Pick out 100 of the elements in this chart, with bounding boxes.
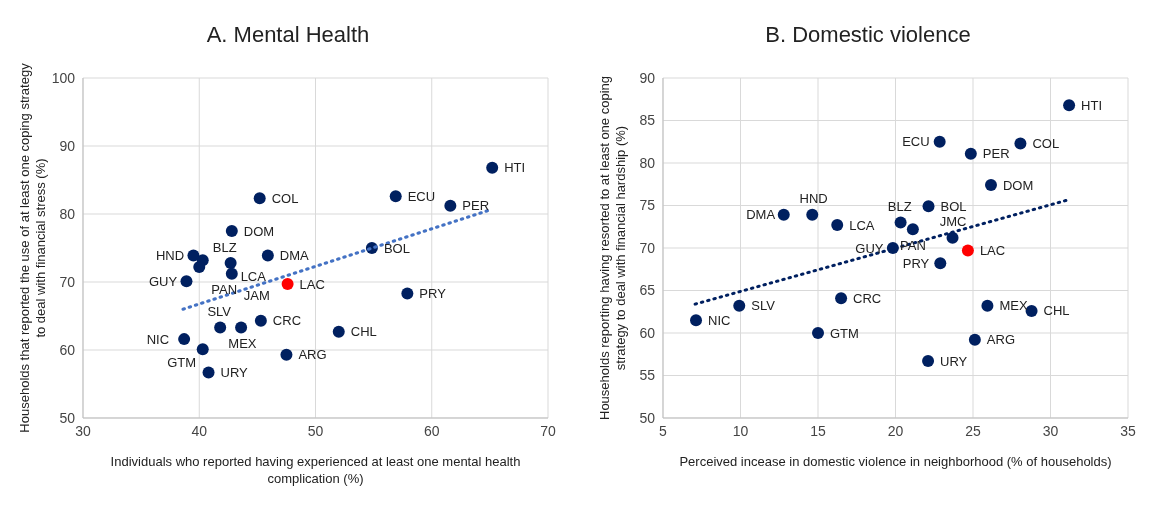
data-label: CHL: [1043, 303, 1070, 319]
data-label: COL: [1032, 136, 1060, 151]
data-label: COL: [271, 190, 299, 206]
data-label: NIC: [708, 312, 731, 328]
data-label: JMC: [939, 214, 967, 230]
y-tick-label: 50: [59, 409, 76, 426]
point: [1063, 99, 1076, 112]
y-tick-label: 90: [59, 137, 76, 154]
data-label: BLZ: [212, 239, 237, 255]
point: [214, 321, 227, 334]
data-label: HTI: [1081, 97, 1103, 113]
point: [806, 208, 819, 221]
x-tick-label: 70: [540, 422, 556, 439]
data-label: GUY: [148, 273, 178, 289]
point: [981, 299, 994, 312]
data-label: ARG: [986, 332, 1016, 348]
point: [280, 348, 293, 361]
y-tick-label: 55: [639, 367, 656, 384]
x-tick-label: 30: [1042, 422, 1059, 439]
point: [1014, 137, 1027, 150]
y-tick-label: 50: [639, 409, 656, 426]
point: [193, 261, 206, 274]
data-label: GTM: [167, 354, 197, 370]
point: [332, 325, 345, 338]
x-tick-label: 15: [810, 422, 826, 439]
point: [261, 249, 274, 262]
point: [1025, 304, 1038, 317]
y-tick-label: 100: [51, 69, 76, 86]
y-tick-label: 65: [639, 282, 656, 299]
data-label: CRC: [853, 290, 882, 306]
data-label: DOM: [1002, 177, 1034, 193]
x-tick-label: 20: [887, 422, 904, 439]
data-label: PAN: [211, 281, 238, 297]
x-tick-label: 25: [965, 422, 981, 439]
x-tick-label: 50: [307, 422, 324, 439]
data-label: DOM: [243, 223, 275, 239]
data-label: CHL: [350, 324, 377, 340]
point: [180, 275, 193, 288]
x-tick-label: 30: [75, 422, 91, 439]
point: [733, 299, 746, 312]
data-label: PRY: [902, 255, 930, 271]
point: [933, 135, 946, 148]
point: [690, 314, 703, 327]
data-label: GUY: [855, 240, 884, 256]
data-label: BOL: [383, 240, 410, 256]
y-tick-label: 75: [639, 197, 656, 214]
point: [235, 321, 248, 334]
point: [812, 327, 824, 339]
y-axis-title: Households that reported the use of at least one coping strategy to deal with financial stress (%): [17, 62, 49, 435]
data-label: BOL: [940, 198, 967, 214]
data-label: HND: [799, 191, 828, 207]
x-tick-label: 60: [423, 422, 440, 439]
data-label: PAN: [900, 237, 926, 253]
x-tick-label: 35: [1120, 422, 1136, 439]
data-label: PER: [982, 146, 1010, 162]
data-label: NIC: [146, 331, 170, 347]
point: [225, 267, 238, 280]
data-label: DMA: [746, 207, 776, 223]
y-tick-label: 60: [59, 341, 76, 358]
point: [187, 249, 200, 262]
x-axis-title: Individuals who reported having experienced at least one mental health complication (%): [109, 453, 522, 487]
point: [281, 278, 294, 291]
data-label: PRY: [419, 286, 447, 302]
data-label: CRC: [272, 313, 302, 329]
chart-title: B. Domestic violence: [764, 22, 972, 48]
point: [835, 292, 848, 305]
point: [202, 366, 215, 379]
data-label: ARG: [298, 347, 327, 363]
data-label: BLZ: [887, 199, 912, 215]
data-label: ECU: [902, 134, 930, 150]
point: [831, 219, 844, 232]
point: [401, 287, 414, 300]
point: [984, 179, 997, 192]
point: [254, 314, 267, 327]
data-label: SLV: [207, 304, 232, 320]
y-tick-label: 60: [639, 324, 656, 341]
point: [253, 192, 266, 205]
y-tick-label: 70: [59, 273, 76, 290]
point: [964, 147, 977, 160]
point: [196, 343, 209, 356]
data-label: LAC: [979, 243, 1006, 259]
data-label: LCA: [240, 268, 267, 284]
data-label: PER: [462, 198, 490, 214]
data-label: JAM: [243, 288, 270, 304]
point: [224, 256, 237, 269]
y-tick-label: 85: [639, 112, 656, 129]
point: [225, 225, 238, 237]
data-label: SLV: [751, 298, 776, 314]
data-label: HND: [155, 248, 185, 264]
data-label: LCA: [849, 217, 875, 233]
point: [178, 333, 191, 346]
data-label: DMA: [279, 248, 310, 264]
data-label: ECU: [407, 188, 436, 204]
y-tick-label: 90: [639, 69, 656, 86]
data-label: HTI: [504, 160, 526, 176]
x-tick-label: 10: [732, 422, 749, 439]
y-tick-label: 70: [639, 239, 656, 256]
x-tick-label: 5: [659, 422, 668, 439]
y-tick-label: 80: [639, 154, 656, 171]
point: [777, 208, 790, 221]
